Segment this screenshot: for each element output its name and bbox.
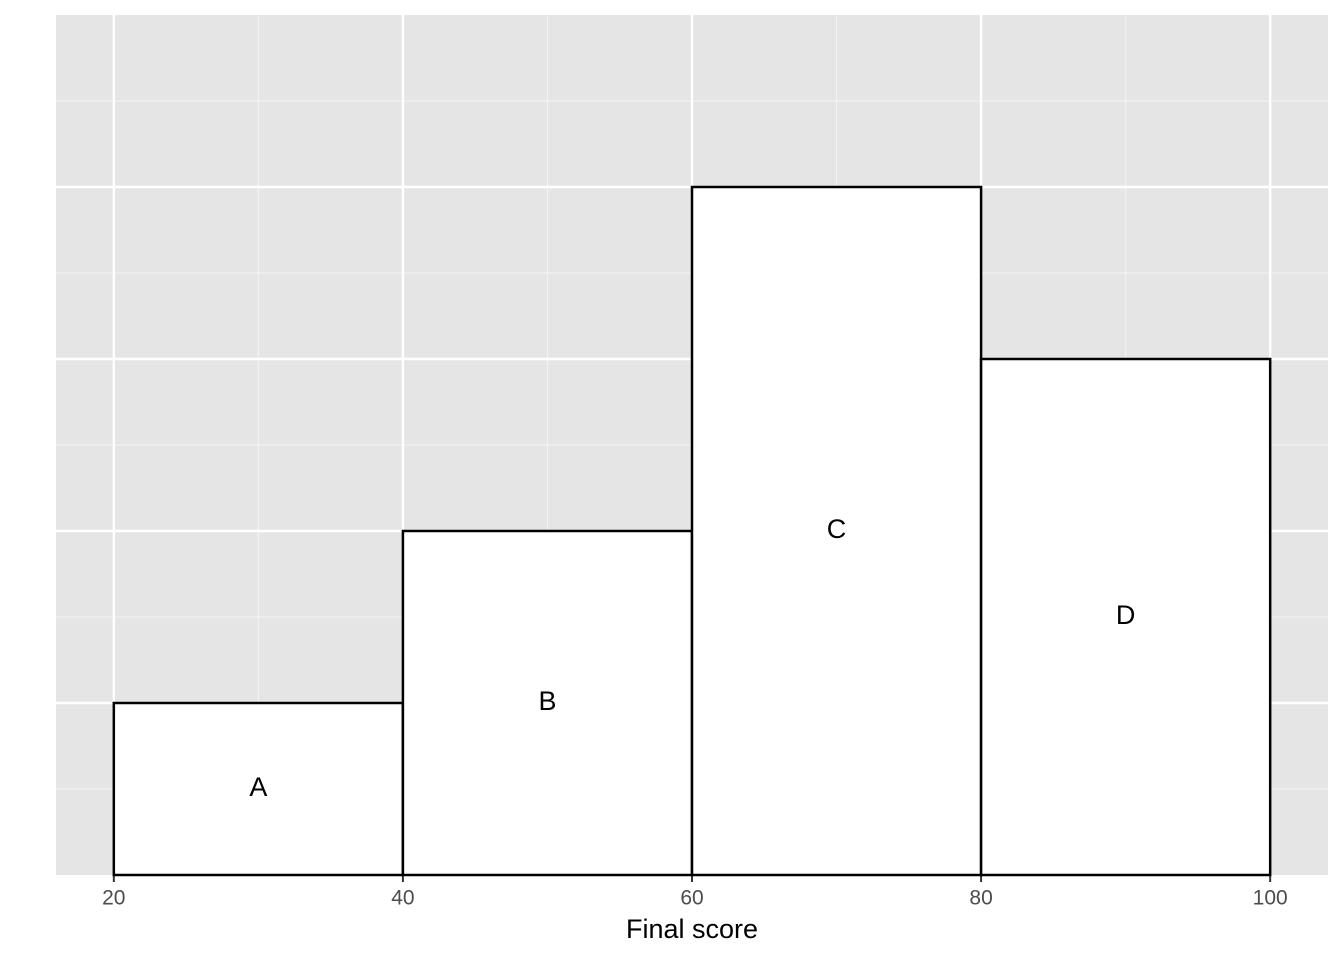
x-tick-label: 40 — [391, 887, 414, 910]
bar — [690, 185, 983, 877]
bar-label: D — [1116, 600, 1136, 630]
bar — [112, 701, 405, 877]
bar-label: A — [249, 772, 267, 802]
bar — [979, 357, 1272, 877]
bar-label: C — [827, 514, 847, 544]
x-tick-label: 100 — [1253, 887, 1288, 910]
x-tick-label: 20 — [102, 887, 125, 910]
x-tick-label: 60 — [680, 887, 703, 910]
bar — [401, 529, 694, 877]
x-tick-label: 80 — [969, 887, 992, 910]
bar-label: B — [538, 686, 556, 716]
x-axis-title: Final score — [626, 914, 758, 944]
